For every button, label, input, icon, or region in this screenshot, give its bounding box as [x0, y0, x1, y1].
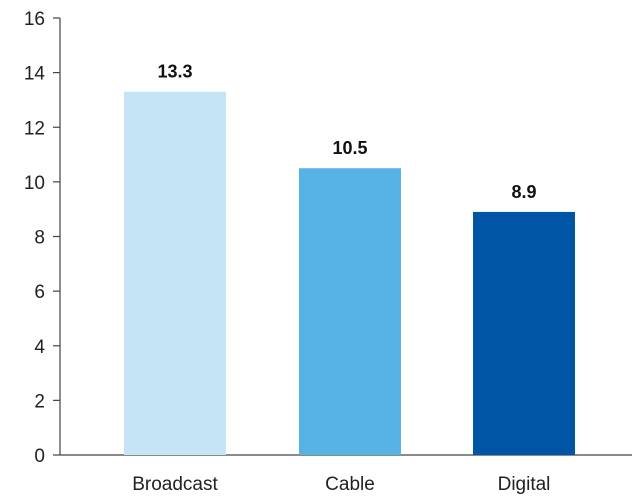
- bar-value-label: 8.9: [511, 182, 536, 202]
- y-tick-label: 2: [34, 391, 45, 412]
- bar-value-label: 13.3: [157, 62, 192, 82]
- data-labels: 13.3 10.5 8.9: [157, 62, 536, 202]
- x-category-label: Digital: [498, 474, 551, 495]
- bar-value-label: 10.5: [332, 138, 367, 158]
- bar-digital: [473, 211, 575, 455]
- bar-broadcast: [124, 91, 226, 456]
- y-tick-label: 16: [24, 9, 45, 30]
- y-axis: 0 2 4 6 8 10 12 14 16: [24, 9, 61, 467]
- y-tick-label: 14: [24, 64, 46, 85]
- y-tick-label: 10: [24, 173, 45, 194]
- y-tick-label: 6: [34, 282, 45, 303]
- y-tick-label: 8: [34, 228, 45, 249]
- x-category-label: Broadcast: [132, 474, 218, 495]
- y-tick-label: 0: [34, 446, 45, 467]
- y-tick-label: 12: [24, 118, 45, 139]
- y-tick-label: 4: [34, 337, 45, 358]
- x-category-label: Cable: [325, 474, 375, 495]
- bar-cable: [299, 168, 401, 455]
- bars: [124, 91, 575, 456]
- x-axis: Broadcast Cable Digital: [60, 454, 632, 495]
